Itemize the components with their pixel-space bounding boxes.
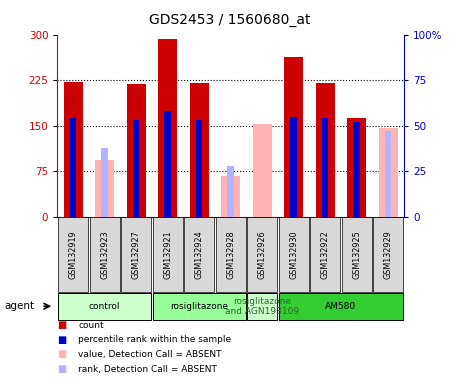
Bar xyxy=(152,293,246,320)
Text: rosiglitazone
and AGN193109: rosiglitazone and AGN193109 xyxy=(225,296,299,316)
Text: GSM132929: GSM132929 xyxy=(384,230,392,279)
Text: GSM132923: GSM132923 xyxy=(100,230,109,279)
Bar xyxy=(310,217,340,292)
Text: ■: ■ xyxy=(57,364,67,374)
Bar xyxy=(70,119,77,217)
Bar xyxy=(347,119,366,217)
Bar xyxy=(379,127,397,217)
Text: GSM132930: GSM132930 xyxy=(289,230,298,279)
Text: control: control xyxy=(89,302,120,311)
Bar xyxy=(216,217,246,292)
Text: rosiglitazone: rosiglitazone xyxy=(170,302,228,311)
Bar xyxy=(164,111,171,217)
Bar xyxy=(184,217,214,292)
Text: count: count xyxy=(78,321,104,330)
Text: GSM132926: GSM132926 xyxy=(257,230,267,279)
Bar xyxy=(64,82,83,217)
Bar xyxy=(316,83,335,217)
Bar xyxy=(95,161,114,217)
Text: ■: ■ xyxy=(57,335,67,345)
Bar xyxy=(322,119,329,217)
Bar xyxy=(58,293,151,320)
Bar xyxy=(133,120,140,217)
Bar xyxy=(152,217,183,292)
Bar xyxy=(253,124,272,217)
Bar xyxy=(58,217,88,292)
Text: value, Detection Call = ABSENT: value, Detection Call = ABSENT xyxy=(78,350,222,359)
Text: GSM132922: GSM132922 xyxy=(321,230,330,279)
Bar xyxy=(158,40,177,217)
Bar xyxy=(190,83,208,217)
Bar xyxy=(284,57,303,217)
Text: GSM132921: GSM132921 xyxy=(163,230,172,279)
Bar xyxy=(291,117,297,217)
Text: GSM132919: GSM132919 xyxy=(69,230,78,279)
Bar xyxy=(279,293,403,320)
Text: agent: agent xyxy=(5,301,35,311)
Text: GSM132928: GSM132928 xyxy=(226,230,235,279)
Bar xyxy=(247,217,277,292)
Bar xyxy=(90,217,120,292)
Bar xyxy=(353,122,360,217)
Text: percentile rank within the sample: percentile rank within the sample xyxy=(78,335,231,344)
Bar xyxy=(247,293,277,320)
Bar xyxy=(121,217,151,292)
Text: ■: ■ xyxy=(57,320,67,330)
Bar xyxy=(101,148,108,217)
Bar xyxy=(279,217,309,292)
Text: GDS2453 / 1560680_at: GDS2453 / 1560680_at xyxy=(149,13,310,27)
Text: AM580: AM580 xyxy=(325,302,357,311)
Bar xyxy=(227,166,234,217)
Text: GSM132925: GSM132925 xyxy=(352,230,361,279)
Bar xyxy=(196,120,202,217)
Bar xyxy=(341,217,372,292)
Bar xyxy=(221,175,240,217)
Text: GSM132927: GSM132927 xyxy=(132,230,140,279)
Bar xyxy=(127,84,146,217)
Text: GSM132924: GSM132924 xyxy=(195,230,204,279)
Text: rank, Detection Call = ABSENT: rank, Detection Call = ABSENT xyxy=(78,364,217,374)
Text: ■: ■ xyxy=(57,349,67,359)
Bar xyxy=(373,217,403,292)
Bar xyxy=(385,131,392,217)
